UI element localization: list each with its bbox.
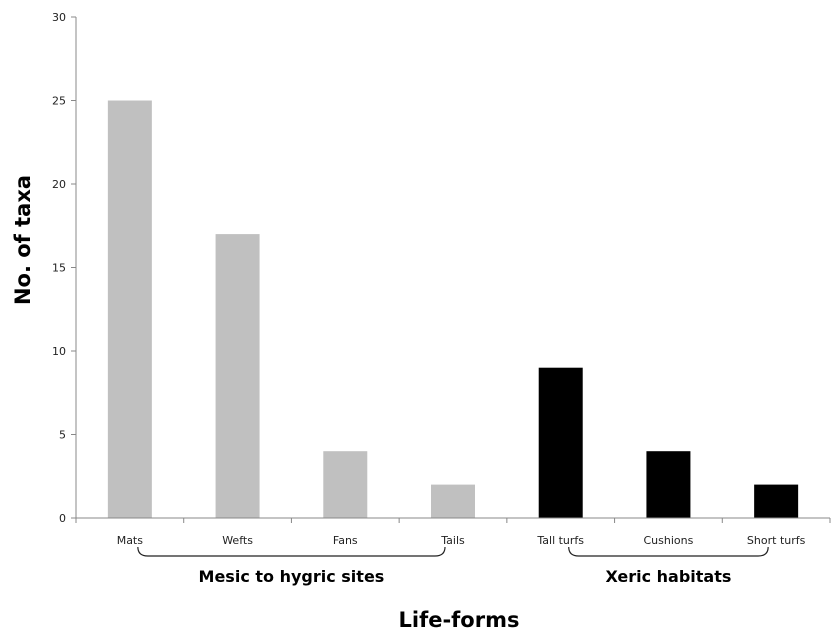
group-bracket bbox=[568, 546, 769, 557]
y-tick-label: 25 bbox=[52, 95, 66, 108]
y-axis-title: No. of taxa bbox=[11, 175, 35, 305]
y-tick-label: 15 bbox=[52, 262, 66, 275]
bar bbox=[215, 234, 260, 518]
y-tick-label: 5 bbox=[59, 429, 66, 442]
bars bbox=[107, 100, 799, 518]
group-label: Mesic to hygric sites bbox=[199, 567, 385, 586]
group-bracket bbox=[137, 546, 446, 557]
y-tick-label: 30 bbox=[52, 11, 66, 24]
y-axis-ticks: 0 5 10 15 20 25 30 bbox=[52, 11, 76, 525]
bar bbox=[107, 100, 152, 518]
group-label: Xeric habitats bbox=[605, 567, 731, 586]
x-tick-label: Tall turfs bbox=[536, 534, 584, 547]
x-axis-ticks: Mats Wefts Fans Tails Tall turfs Cushions Shor… bbox=[75, 518, 831, 547]
y-tick-label: 20 bbox=[52, 178, 66, 191]
x-axis-title: Life-forms bbox=[399, 608, 520, 632]
x-tick-label: Tails bbox=[440, 534, 465, 547]
bar bbox=[431, 484, 475, 518]
x-tick-label: Fans bbox=[333, 534, 358, 547]
bar bbox=[754, 484, 799, 518]
x-tick-label: Mats bbox=[117, 534, 144, 547]
x-tick-label: Wefts bbox=[222, 534, 253, 547]
y-tick-label: 10 bbox=[52, 345, 66, 358]
category-groups: Mesic to hygric sites Xeric habitats bbox=[137, 546, 769, 586]
x-tick-label: Short turfs bbox=[747, 534, 806, 547]
bar bbox=[323, 451, 368, 518]
bar bbox=[646, 451, 691, 518]
bar bbox=[538, 367, 583, 518]
y-tick-label: 0 bbox=[59, 512, 66, 525]
x-tick-label: Cushions bbox=[644, 534, 694, 547]
